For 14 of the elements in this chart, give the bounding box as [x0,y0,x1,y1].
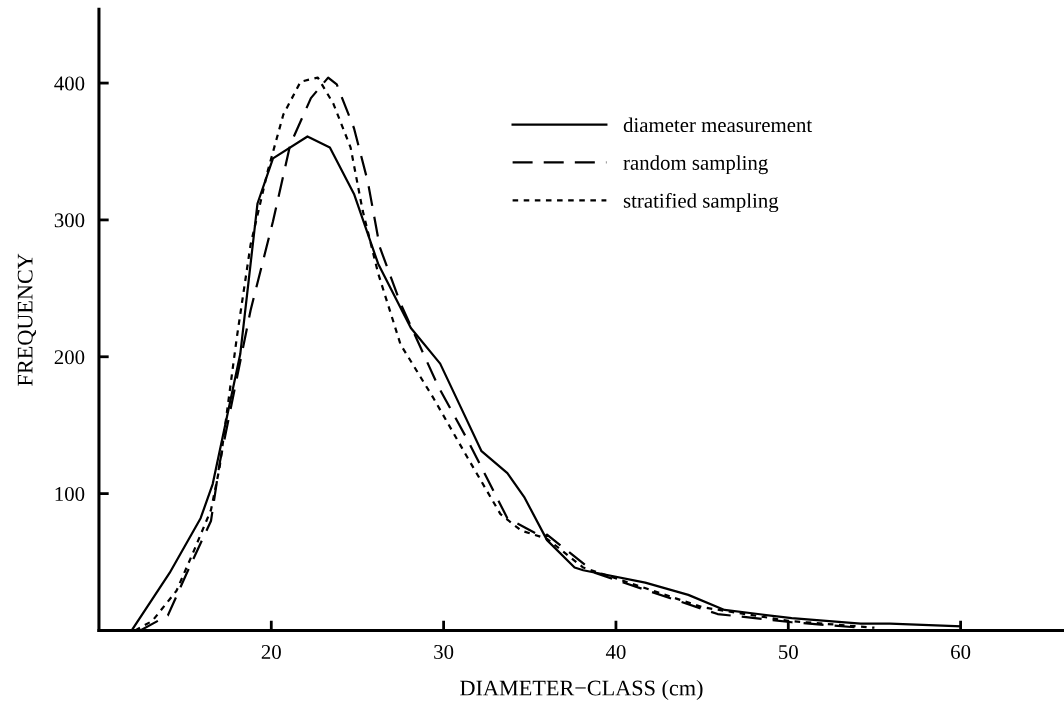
x-tick-label: 20 [261,644,281,660]
x-axis-title: DIAMETER−CLASS (cm) [460,679,703,701]
legend-label: diameter measurement [623,117,813,133]
y-tick-label: 300 [54,213,85,228]
y-tick-label: 400 [54,76,85,91]
x-tick-label: 30 [434,644,454,660]
x-tick-label: 40 [605,644,626,660]
legend-label: random sampling [623,155,768,175]
y-tick-label: 200 [54,350,85,365]
y-tick-label: 100 [55,486,85,502]
x-tick-label: 50 [779,644,798,660]
x-tick-label: 60 [951,644,971,660]
y-axis-title: FREQUENCY [17,253,37,386]
legend-label: stratified sampling [623,192,779,213]
